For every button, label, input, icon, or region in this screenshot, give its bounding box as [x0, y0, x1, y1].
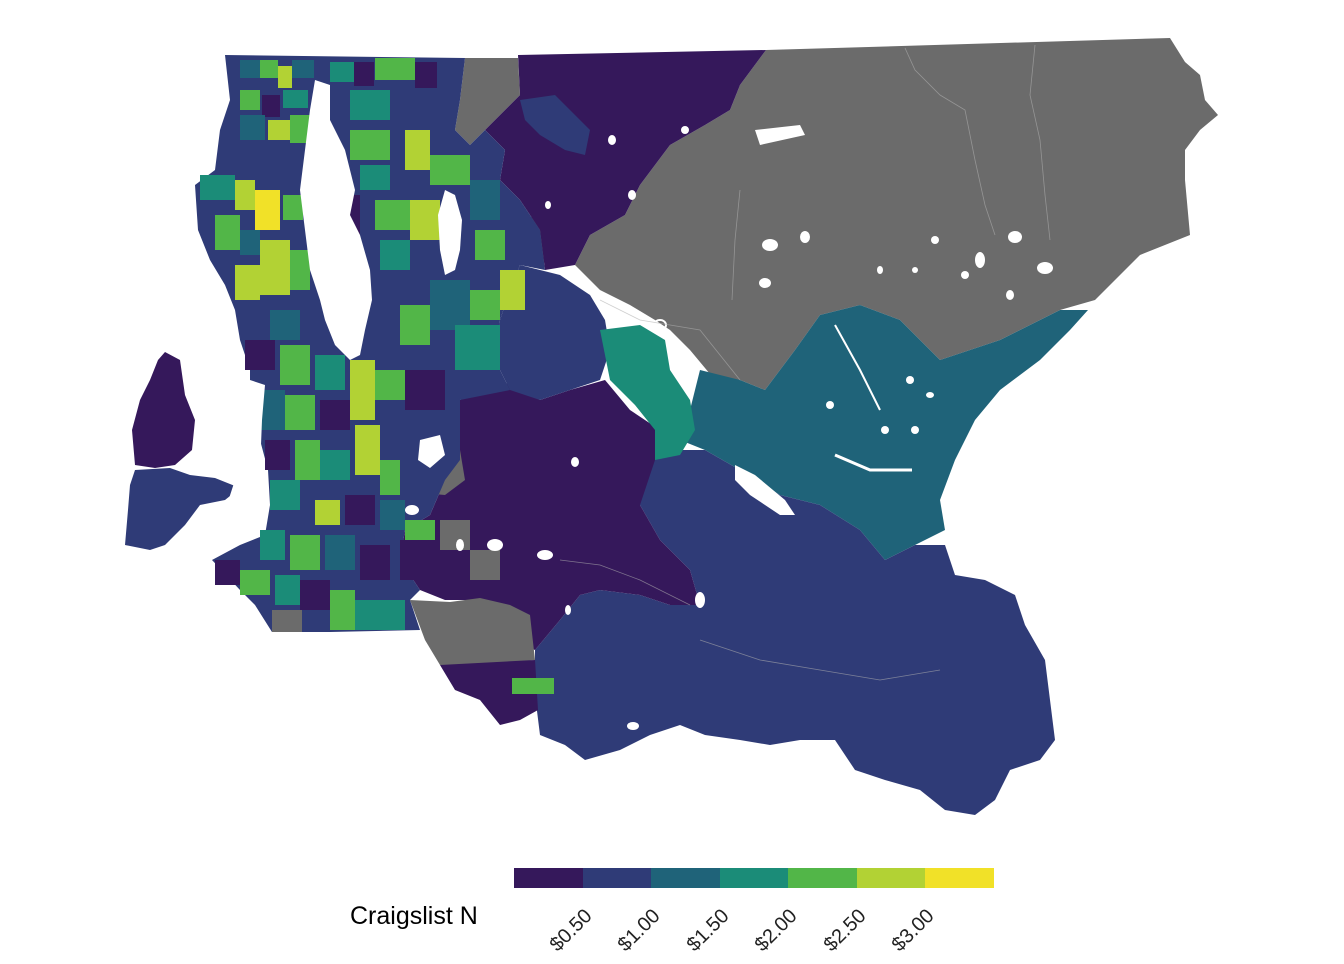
small-lakes [322, 126, 1053, 730]
region-green-south-small [512, 678, 554, 694]
region-purple-south [400, 380, 700, 650]
region-purple-southtip [440, 660, 538, 725]
lake-chester-morse [735, 465, 795, 515]
region-navy-north-small [520, 95, 590, 155]
puget-sound-cut [222, 380, 265, 540]
region-no-data-north [455, 58, 520, 145]
vashon-island-north [132, 352, 195, 468]
region-no-data-south [410, 598, 535, 665]
legend-color-bar [514, 868, 994, 888]
legend-swatch [719, 868, 788, 888]
tract-cells [200, 58, 525, 632]
region-green-central [600, 325, 695, 460]
river-cedar [834, 453, 912, 472]
legend-swatch [788, 868, 857, 888]
lake-east-large [755, 125, 805, 145]
legend-title: Craigslist N [350, 902, 478, 930]
legend-swatch [925, 868, 994, 888]
lake-sammamish [438, 190, 462, 275]
region-no-data-east [575, 38, 1218, 390]
lake-youngs [418, 435, 445, 468]
legend-swatch [856, 868, 925, 888]
legend-swatch [514, 868, 583, 888]
river-snoqualmie [834, 324, 881, 411]
legend [0, 840, 1344, 960]
legend-swatch [582, 868, 651, 888]
region-navy-southeast [535, 450, 1055, 815]
vashon-island-south [125, 468, 240, 550]
choropleth-map [125, 38, 1218, 815]
boundary-lines [559, 44, 1051, 681]
lake-washington [300, 80, 372, 360]
legend-swatch [651, 868, 720, 888]
